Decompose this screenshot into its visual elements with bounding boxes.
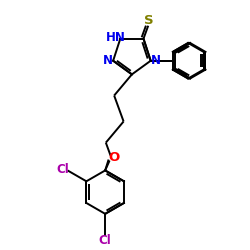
Text: Cl: Cl: [56, 163, 69, 176]
Text: HN: HN: [106, 31, 125, 44]
Text: Cl: Cl: [99, 234, 112, 247]
Text: N: N: [103, 54, 113, 67]
Text: O: O: [108, 151, 119, 164]
Text: S: S: [144, 14, 154, 27]
Text: N: N: [150, 54, 160, 67]
